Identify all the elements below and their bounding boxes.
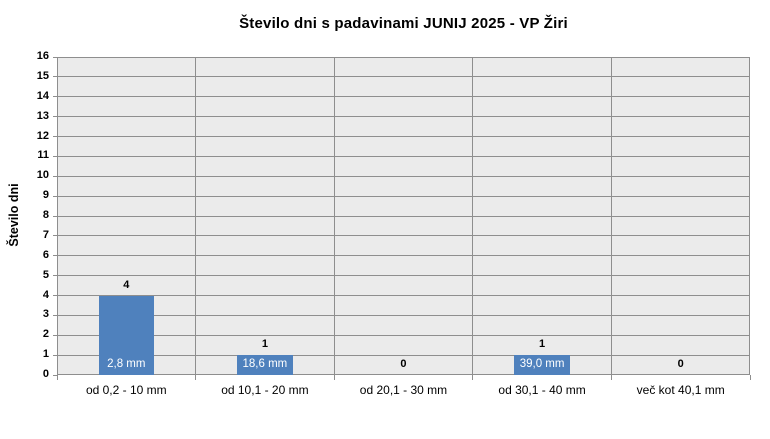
y-tick-label: 13 [36, 109, 49, 122]
category-separator [333, 57, 335, 375]
gridline [57, 275, 750, 277]
bar-value-label: 1 [539, 338, 546, 351]
y-tick-mark [53, 314, 57, 316]
y-tick-label: 15 [36, 69, 49, 82]
y-tick-mark [53, 175, 57, 177]
y-tick-label: 2 [42, 328, 49, 341]
y-axis-title: Število dni [7, 183, 21, 247]
y-tick-label: 9 [42, 189, 49, 202]
y-tick-label: 11 [37, 149, 49, 162]
y-tick-label: 10 [36, 169, 49, 182]
bar-value-label: 0 [677, 358, 684, 370]
x-category-label: od 30,1 - 40 mm [498, 383, 586, 397]
y-tick-label: 6 [42, 248, 49, 261]
y-tick-mark [53, 354, 57, 356]
y-tick-label: 12 [36, 129, 49, 142]
bar [514, 355, 570, 375]
bar-value-label: 4 [123, 278, 130, 291]
y-tick-mark [53, 96, 57, 98]
gridline [57, 354, 750, 356]
bar-value-label: 1 [261, 338, 268, 351]
y-tick-label: 8 [42, 209, 49, 221]
x-tick-mark [749, 375, 751, 380]
y-tick-label: 5 [42, 268, 49, 281]
gridline [57, 195, 750, 197]
y-tick-mark [53, 56, 57, 58]
x-tick-mark [610, 375, 612, 380]
category-separator [195, 57, 197, 375]
gridline [57, 175, 750, 177]
gridline [57, 155, 750, 157]
y-tick-mark [53, 275, 57, 277]
y-tick-mark [53, 76, 57, 78]
y-tick-mark [53, 334, 57, 336]
y-tick-label: 7 [42, 228, 49, 241]
y-tick-mark [53, 155, 57, 157]
y-tick-label: 14 [36, 89, 49, 102]
y-tick-mark [53, 215, 57, 217]
gridline [57, 215, 750, 217]
gridline [57, 235, 750, 237]
y-tick-label: 16 [36, 50, 49, 62]
y-tick-mark [53, 374, 57, 376]
category-separator [610, 57, 612, 375]
bar [237, 355, 293, 375]
x-category-label: od 20,1 - 30 mm [359, 383, 448, 397]
bar-data-label: 2,8 mm [107, 358, 146, 370]
y-tick-mark [53, 136, 57, 137]
gridline [57, 96, 750, 98]
gridline [57, 136, 750, 137]
y-tick-mark [53, 116, 57, 118]
gridline [57, 255, 750, 257]
gridline [57, 314, 750, 316]
gridline [57, 116, 750, 118]
y-tick-mark [53, 195, 57, 197]
gridline [57, 295, 750, 296]
y-tick-mark [53, 235, 57, 237]
x-category-label: od 0,2 - 10 mm [85, 383, 167, 397]
x-tick-mark [195, 375, 197, 380]
y-tick-label: 0 [42, 368, 49, 380]
gridline [57, 76, 750, 78]
y-tick-label: 1 [42, 348, 49, 361]
y-tick-mark [53, 295, 57, 296]
y-tick-mark [53, 255, 57, 257]
x-category-label: od 10,1 - 20 mm [221, 383, 309, 397]
bar [98, 295, 155, 375]
chart-title: Število dni s padavinami JUNIJ 2025 - VP… [239, 15, 568, 32]
y-tick-label: 4 [42, 288, 49, 301]
gridline [57, 334, 750, 336]
y-tick-label: 3 [42, 308, 49, 321]
x-category-label: več kot 40,1 mm [636, 383, 725, 397]
x-tick-mark [472, 375, 474, 380]
bar-value-label: 0 [400, 358, 407, 370]
bar-data-label: 18,6 mm [242, 358, 288, 370]
x-tick-mark [333, 375, 335, 380]
x-tick-mark [56, 375, 58, 380]
category-separator [472, 57, 474, 375]
bar-data-label: 39,0 mm [519, 358, 565, 370]
